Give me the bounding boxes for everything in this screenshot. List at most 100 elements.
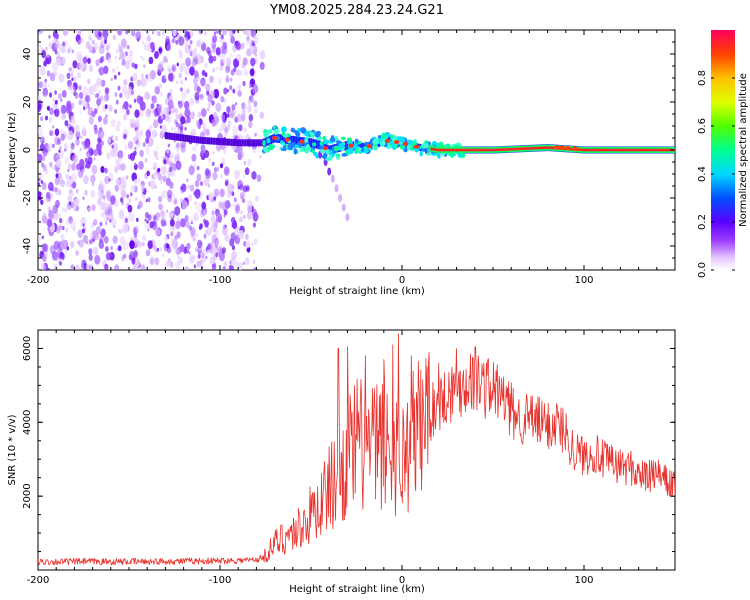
ridge-core-segment	[279, 134, 282, 144]
noise-blob	[88, 254, 93, 261]
ridge-tail-blob	[327, 167, 332, 176]
noise-blob	[213, 196, 217, 201]
noise-blob	[221, 144, 225, 149]
noise-blob	[58, 149, 61, 153]
ridge-peak-segment	[599, 148, 602, 152]
ridge-peak-segment	[506, 148, 509, 151]
noise-blob	[174, 246, 177, 251]
noise-blob	[252, 34, 259, 45]
noise-blob	[60, 98, 63, 103]
noise-blob	[163, 159, 167, 165]
noise-blob	[199, 150, 205, 159]
ridge-peak-segment	[472, 148, 475, 152]
noise-blob	[174, 142, 181, 152]
noise-blob	[114, 109, 118, 114]
ridge-speckle	[304, 137, 309, 143]
noise-blob	[186, 249, 189, 254]
ridge-peak-segment	[648, 148, 651, 152]
noise-blob	[41, 50, 47, 59]
noise-blob	[157, 105, 162, 113]
noise-blob	[151, 174, 154, 179]
noise-blob	[230, 69, 235, 76]
noise-blob	[236, 53, 241, 62]
noise-blob	[219, 45, 225, 54]
noise-blob	[48, 34, 51, 39]
noise-blob	[78, 239, 84, 248]
ridge-speckle	[385, 132, 391, 138]
noise-blob	[75, 138, 80, 146]
ridge-core-segment	[255, 139, 258, 147]
ridge-peak-dot	[554, 145, 560, 150]
noise-blob	[173, 125, 177, 132]
spectrogram-ytick-label: -20	[22, 190, 33, 206]
noise-blob	[142, 142, 146, 148]
noise-blob	[70, 264, 75, 270]
noise-blob	[122, 223, 128, 234]
noise-blob	[52, 204, 59, 214]
noise-blob	[101, 140, 104, 146]
noise-blob	[135, 197, 138, 201]
ridge-tail-blob	[338, 194, 343, 202]
noise-blob	[82, 196, 85, 200]
ridge-peak-segment	[659, 148, 662, 152]
noise-blob	[90, 190, 96, 198]
noise-blob	[120, 52, 125, 59]
ridge-speckle	[263, 131, 270, 138]
noise-blob	[65, 40, 69, 47]
noise-blob	[68, 84, 73, 91]
noise-blob	[216, 212, 223, 223]
ridge-peak-segment	[634, 148, 637, 152]
noise-blob	[48, 209, 54, 220]
noise-blob	[131, 257, 136, 265]
noise-blob	[142, 234, 147, 242]
ridge-peak-segment	[532, 146, 535, 150]
noise-blob	[170, 211, 174, 218]
noise-blob	[141, 77, 146, 85]
noise-blob	[252, 222, 256, 228]
noise-blob	[70, 142, 75, 150]
noise-blob	[123, 114, 127, 121]
colorbar-label: Normalized spectral amplitude	[738, 73, 749, 227]
noise-blob	[125, 81, 128, 86]
noise-blob	[191, 153, 197, 162]
noise-blob	[71, 163, 76, 171]
ridge-core-segment	[192, 135, 194, 143]
noise-blob	[91, 164, 98, 175]
ridge-speckle	[318, 145, 324, 151]
noise-blob	[114, 55, 118, 60]
noise-blob	[194, 180, 200, 188]
noise-blob	[38, 177, 41, 182]
noise-blob	[160, 218, 166, 227]
noise-blob	[147, 214, 152, 221]
noise-blob	[83, 139, 90, 149]
ridge-peak-segment	[596, 148, 598, 152]
noise-blob	[212, 151, 215, 155]
noise-blob	[176, 80, 179, 85]
noise-blob	[136, 261, 140, 267]
snr-xtick-label: 0	[399, 575, 405, 586]
noise-blob	[220, 96, 225, 103]
ridge-peak-segment	[597, 148, 600, 152]
ridge-peak-segment	[448, 148, 451, 152]
noise-blob	[184, 215, 189, 222]
noise-blob	[180, 79, 184, 85]
ridge-peak-segment	[621, 148, 624, 152]
ridge-speckle	[338, 143, 345, 150]
noise-blob	[212, 68, 215, 73]
noise-blob	[134, 162, 136, 166]
noise-blob	[136, 217, 139, 222]
noise-blob	[213, 47, 217, 52]
ridge-peak-segment	[503, 148, 506, 151]
ridge-core-segment	[210, 137, 213, 145]
ridge-speckle	[310, 132, 315, 139]
noise-blob	[171, 64, 177, 73]
noise-blob	[259, 111, 264, 119]
noise-blob	[64, 255, 67, 259]
noise-blob	[229, 203, 232, 208]
noise-blob	[98, 183, 104, 193]
ridge-peak-segment	[654, 148, 657, 152]
noise-blob	[158, 195, 163, 203]
noise-blob	[84, 157, 89, 164]
noise-blob	[239, 216, 243, 223]
ridge-peak-segment	[587, 148, 589, 152]
